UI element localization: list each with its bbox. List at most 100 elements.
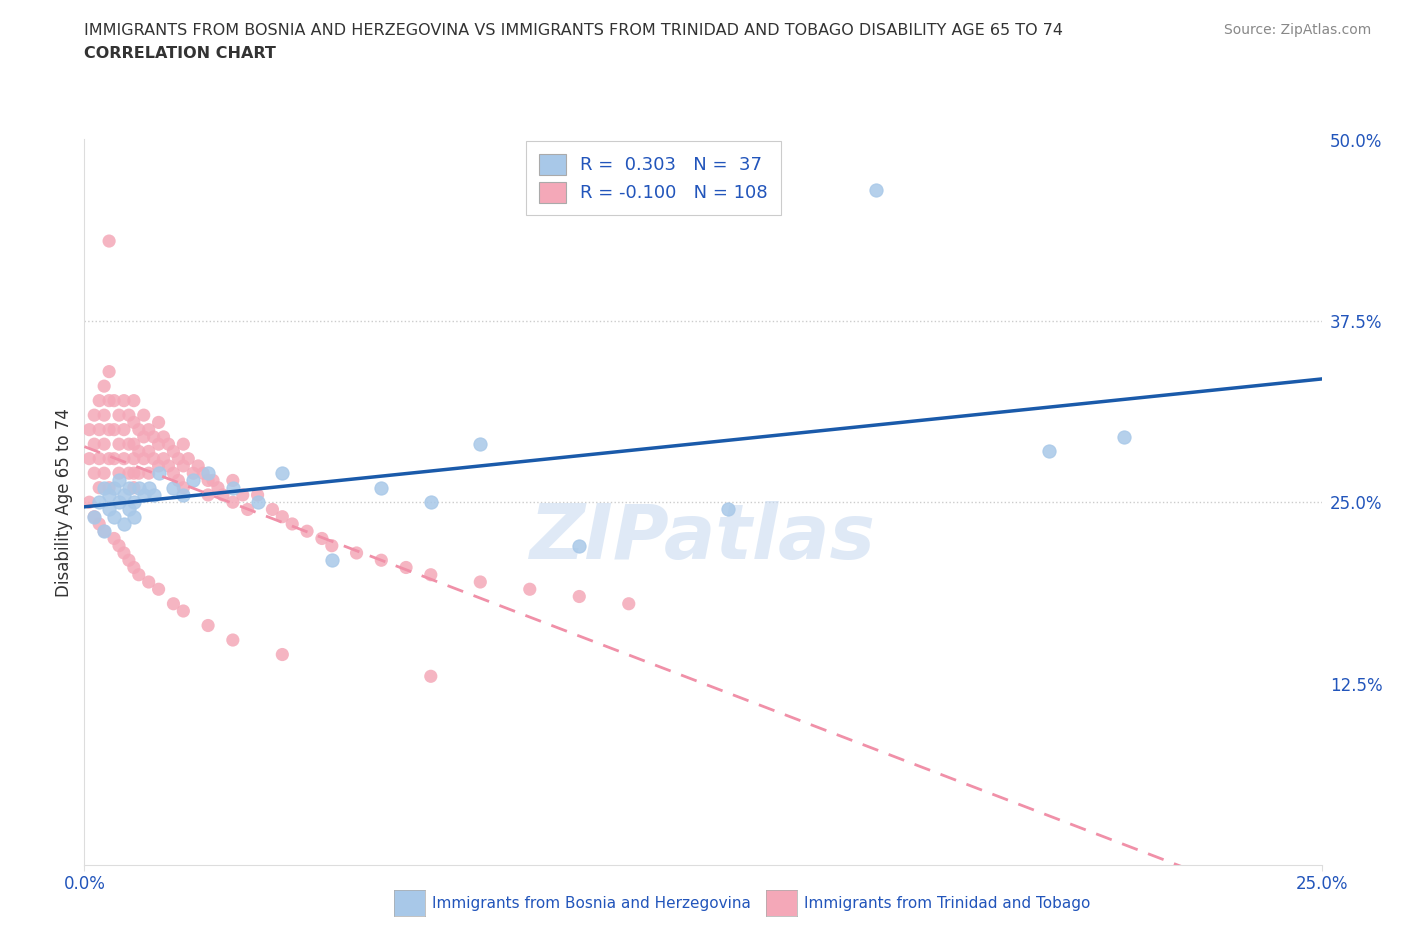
Point [177,451,200,466]
Point [212,487,235,502]
Point [98,480,121,495]
Point [93,524,115,538]
Point [271,466,294,481]
Point [232,487,254,502]
Point [103,531,125,546]
Point [98,502,121,517]
Point [98,422,121,437]
Point [222,480,245,495]
Point [103,510,125,525]
Point [122,480,145,495]
Point [79,422,101,437]
Point [271,647,294,662]
Point [93,437,115,452]
Point [79,495,101,510]
Point [132,407,155,422]
Point [122,495,145,510]
Point [89,516,111,531]
Text: ZIPatlas: ZIPatlas [530,501,876,576]
Point [128,480,150,495]
Point [89,393,111,408]
Point [132,451,155,466]
Point [246,487,269,502]
Point [152,430,174,445]
Point [142,430,165,445]
Y-axis label: Disability Age 65 to 74: Disability Age 65 to 74 [55,407,73,597]
Point [222,495,245,510]
Point [519,582,541,597]
Point [1112,430,1135,445]
Point [83,510,105,525]
Point [93,407,115,422]
Point [112,451,135,466]
Point [138,575,160,590]
Point [191,466,214,481]
Text: Immigrants from Bosnia and Herzegovina: Immigrants from Bosnia and Herzegovina [432,896,751,910]
Point [148,415,170,430]
Point [172,604,194,618]
Point [167,473,190,488]
Point [118,480,141,495]
Point [89,422,111,437]
Point [89,480,111,495]
Point [138,444,160,458]
Point [112,393,135,408]
Point [370,480,392,495]
Text: Immigrants from Trinidad and Tobago: Immigrants from Trinidad and Tobago [804,896,1091,910]
Point [470,575,492,590]
Point [395,560,418,575]
Point [148,466,170,481]
Point [108,437,131,452]
Point [162,466,184,481]
Point [118,502,141,517]
Point [122,510,145,525]
Point [370,552,392,567]
Point [108,466,131,481]
Point [98,487,121,502]
Point [321,538,343,553]
Point [142,451,165,466]
Point [122,415,145,430]
Point [138,480,160,495]
Point [89,451,111,466]
Point [118,552,141,567]
Point [236,502,259,517]
Point [311,531,333,546]
Point [162,596,184,611]
Legend: R =  0.303   N =  37, R = -0.100   N = 108: R = 0.303 N = 37, R = -0.100 N = 108 [526,141,780,216]
Point [419,669,441,684]
Point [138,422,160,437]
Point [148,458,170,473]
Point [246,495,269,510]
Point [1038,444,1060,458]
Point [118,466,141,481]
Point [470,437,492,452]
Point [108,473,131,488]
Point [83,510,105,525]
Point [568,538,591,553]
Point [419,495,441,510]
Point [197,473,219,488]
Point [79,451,101,466]
Point [83,466,105,481]
Text: IMMIGRANTS FROM BOSNIA AND HERZEGOVINA VS IMMIGRANTS FROM TRINIDAD AND TOBAGO DI: IMMIGRANTS FROM BOSNIA AND HERZEGOVINA V… [84,23,1063,38]
Point [181,473,204,488]
Point [162,444,184,458]
Point [157,458,180,473]
Point [865,183,887,198]
Point [93,466,115,481]
Point [93,379,115,393]
Point [142,487,165,502]
Point [93,524,115,538]
Point [207,480,229,495]
Point [118,407,141,422]
Point [98,233,121,248]
Point [172,480,194,495]
Point [122,437,145,452]
Point [132,487,155,502]
Point [568,589,591,604]
Point [103,451,125,466]
Point [98,451,121,466]
Point [132,430,155,445]
Point [98,393,121,408]
